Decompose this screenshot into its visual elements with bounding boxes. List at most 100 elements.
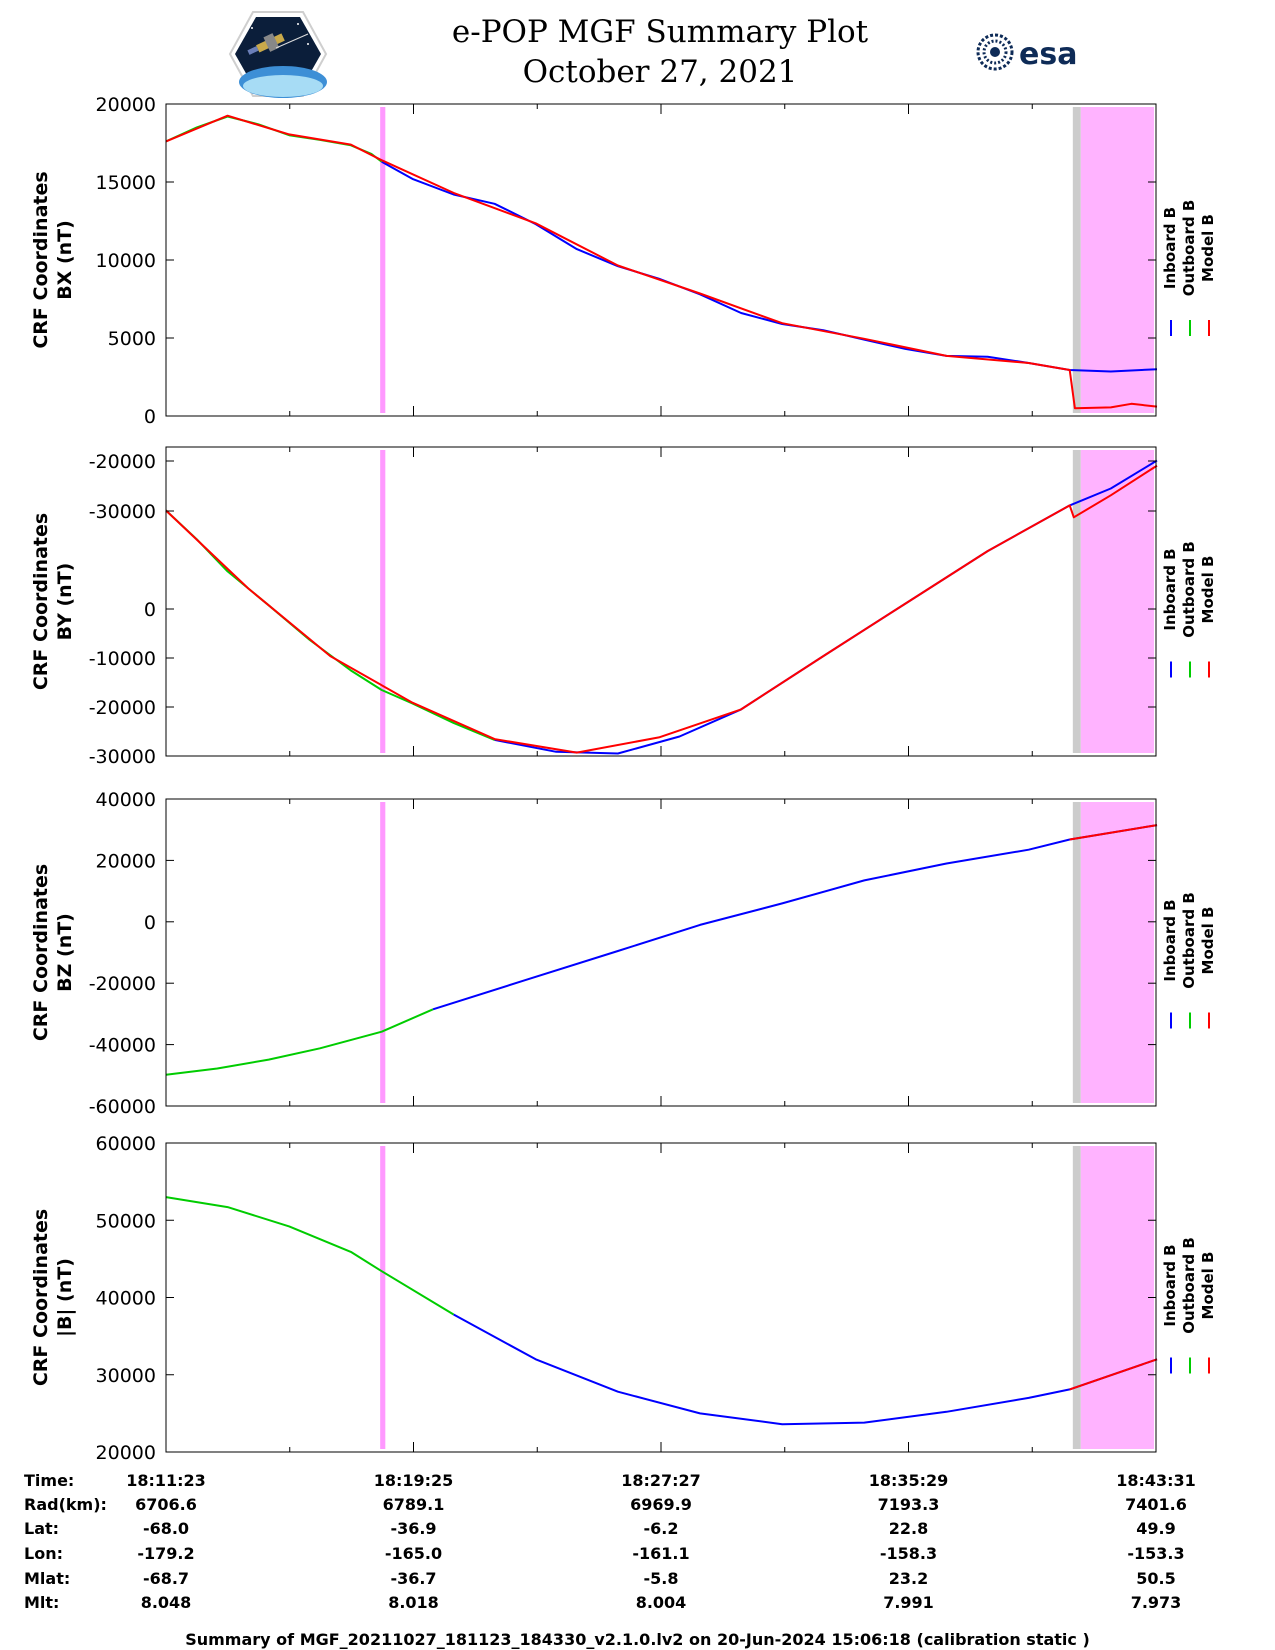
series-outboard-b	[165, 115, 383, 163]
title-line-1: e-POP MGF Summary Plot	[451, 14, 869, 50]
series-group	[165, 1196, 1158, 1426]
legend-label: Model B	[1199, 907, 1217, 975]
esa-wordmark: esa	[1019, 37, 1077, 72]
y-tick-label: 40000	[96, 789, 156, 811]
table-cell: -165.0	[385, 1544, 442, 1563]
data-gap-region	[1072, 802, 1081, 1103]
table-cell: -161.1	[632, 1544, 689, 1563]
y-axis-label: CRF Coordinates	[30, 171, 52, 348]
table-cell: 50.5	[1136, 1569, 1175, 1588]
table-cell: -6.2	[644, 1519, 679, 1538]
panel-3: -60000 -40000 -20000 0 20000 40000 CRF Coordin…	[30, 789, 1217, 1118]
table-cell: 23.2	[889, 1569, 928, 1588]
table-cell: 8.048	[141, 1593, 192, 1612]
plot-title: e-POP MGF Summary Plot October 27, 2021	[340, 12, 980, 92]
series-model-b	[165, 114, 1158, 410]
panel-2: -30000 -20000 -10000 0 -30000 -20000 CRF Coord…	[30, 446, 1217, 768]
panel-1: 0 5000 10000 15000 20000 CRF Coordinates BX (n…	[30, 94, 1217, 428]
title-line-2: October 27, 2021	[522, 54, 798, 90]
legend: Inboard B Outboard B Model B	[1161, 541, 1217, 678]
y-tick-label: 0	[144, 599, 156, 621]
axes-frame	[165, 1142, 1157, 1453]
series-model-b	[1069, 1358, 1158, 1391]
table-cell: 7193.3	[878, 1495, 940, 1514]
series-inboard-b	[453, 1313, 1158, 1426]
legend-label: Outboard B	[1180, 1237, 1198, 1334]
footer-caption: Summary of MGF_20211027_181123_184330_v2…	[185, 1630, 1090, 1649]
agency-logo: esa	[975, 30, 1095, 74]
table-cell: 22.8	[889, 1519, 928, 1538]
table-cell: -158.3	[880, 1544, 937, 1563]
series-inboard-b	[494, 459, 1158, 755]
table-row-label: Rad(km):	[24, 1495, 107, 1514]
legend: Inboard B Outboard B Model B	[1161, 200, 1217, 336]
y-tick-label: -20000	[89, 973, 156, 995]
table-cell: 18:19:25	[374, 1471, 454, 1490]
y-tick-label: -40000	[89, 1035, 156, 1057]
table-cell: 18:27:27	[621, 1471, 701, 1490]
y-tick-label: -30000	[89, 746, 156, 768]
y-axis-label-units: BZ (nT)	[54, 913, 76, 992]
mission-logo	[228, 10, 328, 98]
series-group	[165, 114, 1158, 410]
flagged-region	[1080, 107, 1154, 413]
legend: Inboard B Outboard B Model B	[1161, 1237, 1217, 1374]
series-outboard-b	[165, 1196, 455, 1316]
data-gap-region	[1072, 1146, 1081, 1449]
legend: Inboard B Outboard B Model B	[1161, 892, 1217, 1029]
table-row-label: Lon:	[24, 1544, 63, 1563]
legend-label: Outboard B	[1180, 541, 1198, 638]
flagged-region	[1080, 1146, 1154, 1449]
series-inboard-b	[381, 160, 1158, 373]
y-tick-label: -10000	[89, 648, 156, 670]
table-cell: -179.2	[137, 1544, 194, 1563]
y-tick-label: -60000	[89, 1096, 156, 1118]
series-outboard-b	[165, 509, 495, 741]
y-tick-label: 15000	[96, 172, 156, 194]
y-tick-label: 5000	[108, 328, 156, 350]
table-cell: 8.018	[388, 1593, 439, 1612]
data-gap-region	[1072, 450, 1081, 753]
legend-label: Inboard B	[1161, 1244, 1179, 1326]
series-group	[165, 459, 1158, 755]
legend-label: Outboard B	[1180, 892, 1198, 989]
y-tick-label: 60000	[96, 1133, 156, 1155]
table-row-label: Mlat:	[24, 1569, 70, 1588]
legend-label: Model B	[1199, 1252, 1217, 1320]
table-cell: 6789.1	[383, 1495, 445, 1514]
ephemeris-table: Time: Rad(km): Lat: Lon: Mlat: Mlt: 18:11:23 67…	[24, 1471, 1196, 1612]
legend-label: Inboard B	[1161, 548, 1179, 630]
axes-frame	[165, 446, 1157, 757]
y-axis-label-units: BX (nT)	[54, 220, 76, 300]
y-tick-label: 50000	[96, 1210, 156, 1232]
y-axis-label: CRF Coordinates	[30, 864, 52, 1041]
axes-frame	[165, 103, 1157, 417]
legend-label: Outboard B	[1180, 200, 1198, 297]
y-tick-label: 20000	[96, 94, 156, 116]
legend-label: Model B	[1199, 556, 1217, 624]
legend-label: Inboard B	[1161, 899, 1179, 981]
table-cell: 7.991	[883, 1593, 934, 1612]
y-tick-label: 0	[144, 912, 156, 934]
axes-frame	[165, 798, 1157, 1107]
table-cell: 49.9	[1136, 1519, 1175, 1538]
y-axis-label-units: BY (nT)	[54, 563, 76, 641]
table-cell: -68.0	[143, 1519, 189, 1538]
y-axis-label: CRF Coordinates	[30, 513, 52, 690]
table-cell: 18:43:31	[1116, 1471, 1196, 1490]
y-tick-label: 10000	[96, 250, 156, 272]
table-row-label: Mlt:	[24, 1593, 59, 1612]
table-cell: 18:11:23	[126, 1471, 206, 1490]
series-model-b	[1069, 824, 1158, 841]
y-tick-label: 30000	[96, 1365, 156, 1387]
table-row-label: Lat:	[24, 1519, 59, 1538]
y-tick-label: 20000	[96, 850, 156, 872]
table-cell: 7401.6	[1125, 1495, 1187, 1514]
series-group	[165, 824, 1158, 1076]
table-cell: 7.973	[1131, 1593, 1182, 1612]
table-cell: 6969.9	[630, 1495, 692, 1514]
table-row-label: Time:	[24, 1471, 74, 1490]
y-tick-label: -20000	[89, 697, 156, 719]
